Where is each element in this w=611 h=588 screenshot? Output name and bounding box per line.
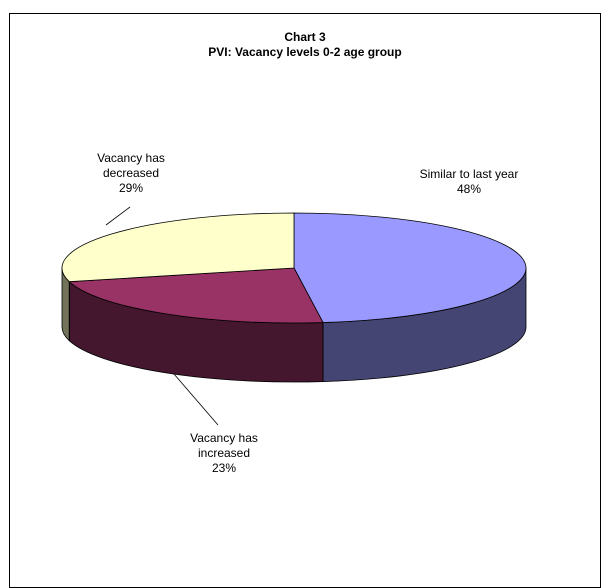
slice-label-0: Similar to last year (420, 167, 519, 181)
slice-label-1: increased (198, 446, 250, 460)
slice-label-2: decreased (103, 166, 159, 180)
leader-line-2 (105, 206, 131, 226)
slice-label-2: Vacancy has (97, 151, 165, 165)
pie-side-walls (61, 267, 527, 383)
slice-percent-0: 48% (457, 182, 481, 196)
pie-slice-0 (293, 212, 527, 323)
pie-slice-2 (61, 212, 295, 283)
pie-slice-1 (68, 267, 324, 324)
slice-label-1: Vacancy has (190, 431, 258, 445)
chart-subtitle: PVI: Vacancy levels 0-2 age group (208, 45, 402, 59)
chart-title: Chart 3 (284, 30, 326, 44)
leader-line-1 (173, 373, 219, 426)
pie-top-faces (61, 212, 527, 324)
slice-percent-1: 23% (212, 461, 236, 475)
slice-percent-2: 29% (119, 181, 143, 195)
